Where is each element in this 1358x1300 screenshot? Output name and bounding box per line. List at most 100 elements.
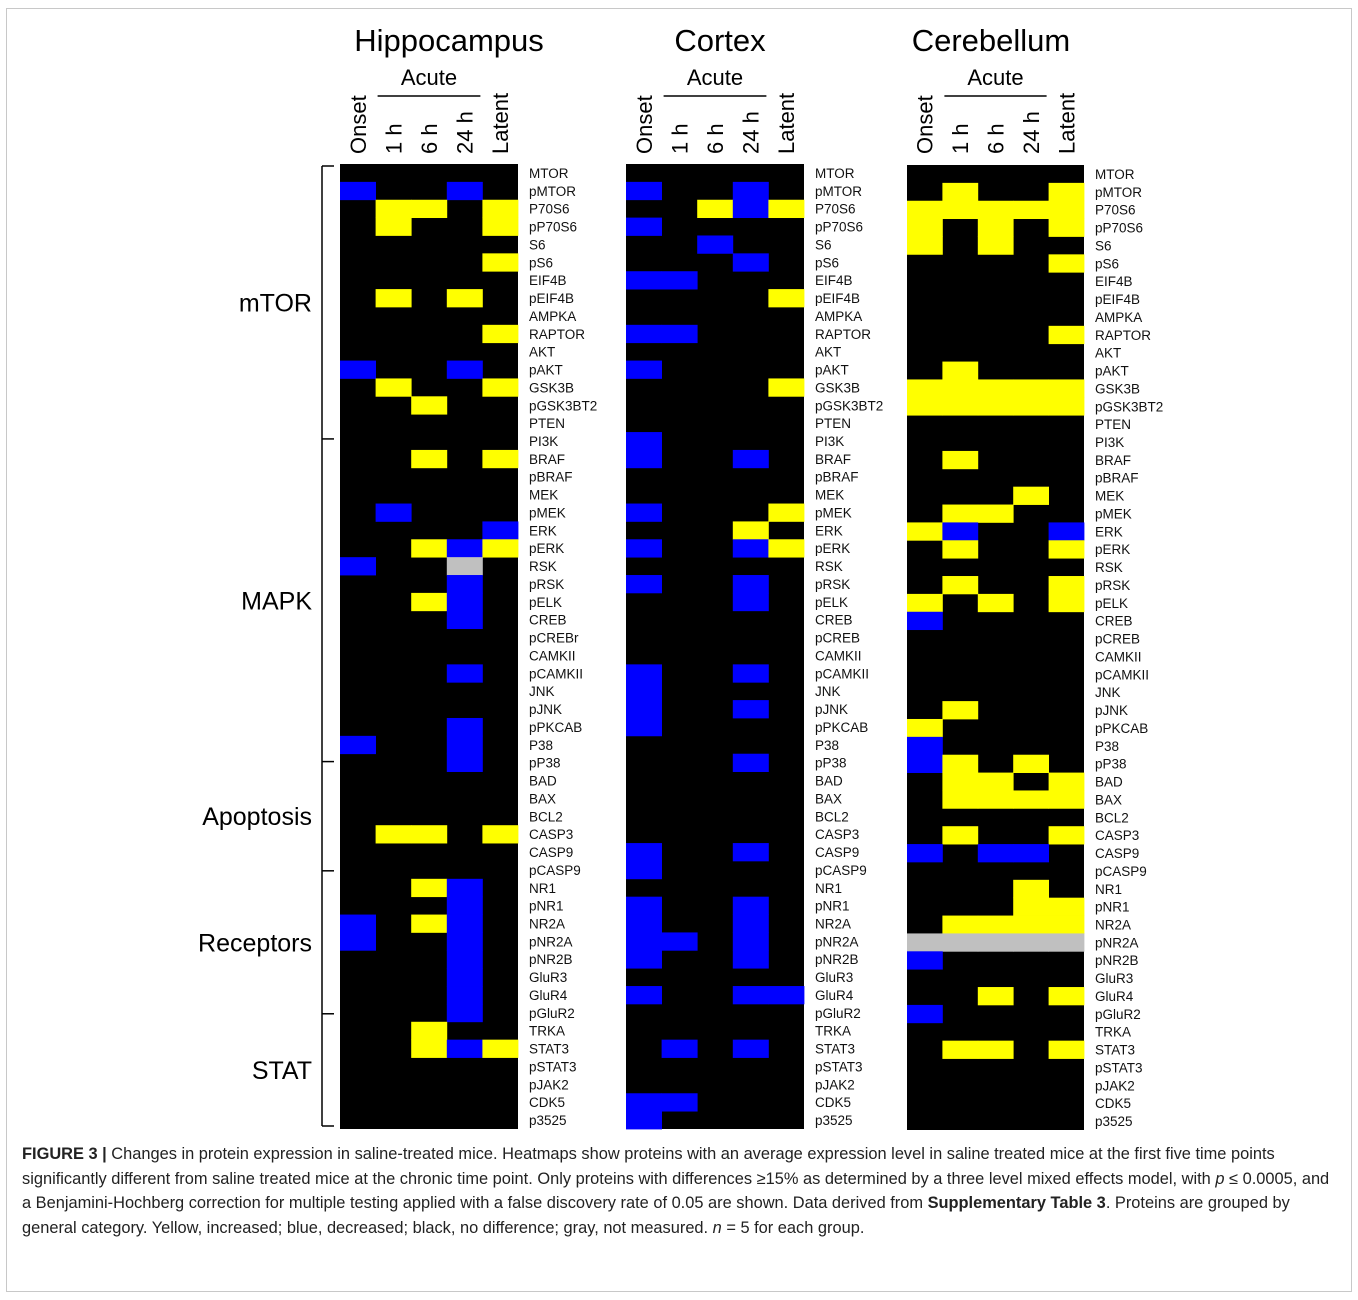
cortex-row-label: CASP9 xyxy=(815,845,859,860)
cerebellum-cell-pgsk3bt2-3 xyxy=(1013,397,1049,416)
hippocampus-cell-ppkcab-3 xyxy=(446,717,483,737)
cerebellum-cell-pgsk3bt2-0 xyxy=(907,397,943,416)
cerebellum-cell-stat3-4 xyxy=(1048,1040,1085,1059)
cortex-row-label: pERK xyxy=(815,541,850,556)
cerebellum-cell-pgsk3bt2-1 xyxy=(942,397,979,416)
cerebellum-cell-casp9-2 xyxy=(977,844,1014,863)
cerebellum-row-label: PI3K xyxy=(1095,435,1124,450)
cerebellum-cell-casp3-1 xyxy=(942,826,979,845)
cerebellum-cell-prsk-4 xyxy=(1048,576,1085,595)
hippocampus-row-label: pBRAF xyxy=(529,470,573,485)
hippocampus-row-label: pCASP9 xyxy=(529,863,581,878)
cortex-column-label: 24 h xyxy=(739,111,764,154)
cortex-row-label: pNR2B xyxy=(815,952,859,967)
hippocampus-row-label: pERK xyxy=(529,541,564,556)
cerebellum-row-label: P38 xyxy=(1095,739,1119,754)
cerebellum-cell-s6-2 xyxy=(977,236,1014,255)
hippocampus-cell-pcamkii-3 xyxy=(446,664,483,683)
cerebellum-cell-pakt-1 xyxy=(942,361,979,380)
cortex-row-label: BAD xyxy=(815,774,843,789)
cortex-cell-stat3-1 xyxy=(661,1039,698,1058)
group-label-apoptosis: Apoptosis xyxy=(202,803,312,831)
cortex-row-label: pCASP9 xyxy=(815,863,867,878)
hippocampus-row-label: pNR2A xyxy=(529,934,573,949)
cerebellum-cell-pp70s6-4 xyxy=(1048,218,1085,237)
hippocampus-cell-stat3-3 xyxy=(446,1039,483,1058)
cortex-cell-jnk-0 xyxy=(626,682,662,701)
cortex-row-label: TRKA xyxy=(815,1024,851,1039)
hippocampus-row-label: pJNK xyxy=(529,702,562,717)
cerebellum-cell-perk-1 xyxy=(942,540,979,559)
cerebellum-row-label: pERK xyxy=(1095,542,1130,557)
cerebellum-cell-gsk3b-0 xyxy=(907,379,943,398)
hippocampus-row-label: MTOR xyxy=(529,166,569,181)
hippocampus-cell-pp38-3 xyxy=(446,753,483,772)
cerebellum-row-label: TRKA xyxy=(1095,1025,1131,1040)
cerebellum-column-label: 1 h xyxy=(948,123,973,154)
cerebellum-cell-nr2a-3 xyxy=(1013,915,1049,934)
cortex-cell-glur4-0 xyxy=(626,986,662,1005)
cortex-cell-casp9-0 xyxy=(626,843,662,862)
cerebellum-title: Cerebellum xyxy=(912,23,1071,58)
cortex-row-label: MEK xyxy=(815,488,844,503)
cerebellum-row-label: AKT xyxy=(1095,346,1121,361)
cerebellum-cell-bax-2 xyxy=(977,790,1014,809)
cerebellum-row-label: S6 xyxy=(1095,238,1112,253)
cortex-row-label: CREB xyxy=(815,613,853,628)
hippocampus-cell-gsk3b-1 xyxy=(375,378,412,397)
cortex-cell-p70s6-2 xyxy=(697,199,734,219)
cortex-cell-pnr2b-0 xyxy=(626,950,662,969)
cortex-row-label: AMPKA xyxy=(815,309,862,324)
hippocampus-column-label: Latent xyxy=(488,93,513,154)
cerebellum-cell-nr2a-2 xyxy=(977,915,1014,934)
cerebellum-cell-prsk-1 xyxy=(942,576,979,595)
cerebellum-cell-nr1-3 xyxy=(1013,879,1049,899)
hippocampus-cell-pmtor-0 xyxy=(340,181,376,201)
cerebellum-row-label: pNR2B xyxy=(1095,953,1139,968)
hippocampus-row-label: p3525 xyxy=(529,1113,567,1128)
hippocampus-row-label: CASP3 xyxy=(529,827,573,842)
cerebellum-row-label: pBRAF xyxy=(1095,471,1139,486)
cerebellum-row-label: BRAF xyxy=(1095,453,1131,468)
cerebellum-cell-p70s6-0 xyxy=(907,200,943,220)
cortex-cell-cdk5-0 xyxy=(626,1093,662,1112)
cortex-row-label: pP38 xyxy=(815,756,847,771)
cerebellum-row-label: CASP9 xyxy=(1095,846,1139,861)
cortex-row-label: pGSK3BT2 xyxy=(815,398,883,413)
hippocampus-cell-stat3-4 xyxy=(482,1039,519,1058)
cerebellum-row-label: RSK xyxy=(1095,560,1123,575)
hippocampus-row-label: pCREBr xyxy=(529,631,579,646)
cerebellum-cell-p70s6-4 xyxy=(1048,200,1085,220)
cerebellum-row-label: GSK3B xyxy=(1095,381,1140,396)
cortex-cell-p3525-0 xyxy=(626,1111,662,1130)
cerebellum-cell-pnr2a-4 xyxy=(1048,933,1085,952)
cerebellum-row-label: NR1 xyxy=(1095,882,1122,897)
hippocampus-row-label: BAX xyxy=(529,791,556,806)
cerebellum-cell-pp38-3 xyxy=(1013,754,1049,773)
hippocampus-cell-gsk3b-4 xyxy=(482,378,519,397)
cerebellum-row-label: pRSK xyxy=(1095,578,1130,593)
cerebellum-cell-pelk-0 xyxy=(907,593,943,613)
hippocampus-cell-casp3-1 xyxy=(375,825,412,844)
hippocampus-cell-trka-2 xyxy=(411,1021,448,1041)
cortex-row-label: pMEK xyxy=(815,505,852,520)
hippocampus-row-label: S6 xyxy=(529,237,546,252)
cortex-row-label: ERK xyxy=(815,523,843,538)
hippocampus-cell-p70s6-2 xyxy=(411,199,448,219)
cortex-cell-erk-3 xyxy=(732,521,769,540)
cortex-row-label: pS6 xyxy=(815,255,839,270)
cerebellum-row-label: pMEK xyxy=(1095,506,1132,521)
hippocampus-cell-braf-2 xyxy=(411,449,448,469)
hippocampus-row-label: CDK5 xyxy=(529,1095,565,1110)
cortex-column-label: 6 h xyxy=(703,123,728,154)
cerebellum-cell-pgsk3bt2-2 xyxy=(977,397,1014,416)
cerebellum-row-label: pP38 xyxy=(1095,757,1127,772)
cortex-cell-pnr2b-3 xyxy=(732,950,769,969)
cerebellum-cell-gsk3b-3 xyxy=(1013,379,1049,398)
cortex-row-label: pAKT xyxy=(815,363,849,378)
cerebellum-cell-braf-1 xyxy=(942,450,979,470)
hippocampus-row-label: TRKA xyxy=(529,1024,565,1039)
cortex-cell-prsk-0 xyxy=(626,575,662,594)
hippocampus-cell-peif4b-1 xyxy=(375,289,412,308)
hippocampus-cell-pnr1-3 xyxy=(446,896,483,915)
